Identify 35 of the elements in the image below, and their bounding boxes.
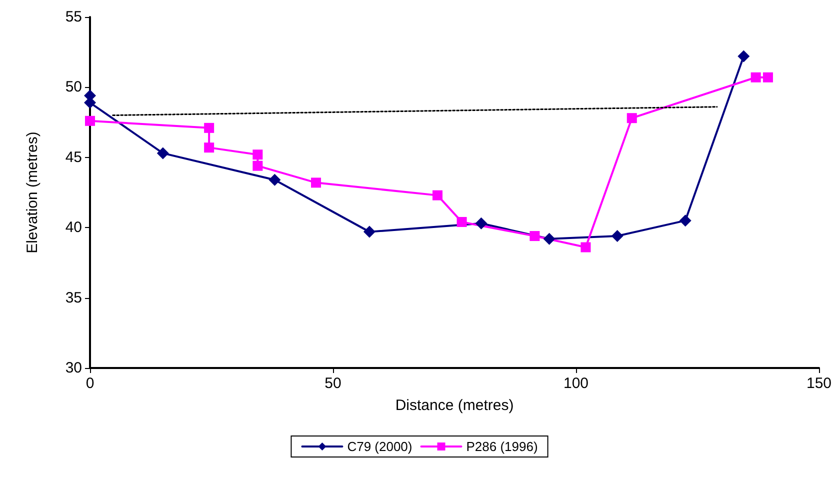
y-tick-label: 40	[65, 219, 82, 236]
point	[156, 147, 169, 160]
point	[85, 116, 95, 126]
point	[543, 232, 556, 245]
point	[204, 122, 214, 133]
point	[738, 50, 750, 62]
y-tick-label: 30	[65, 360, 82, 376]
point	[679, 214, 692, 227]
legend-label: C79 (2000)	[347, 439, 412, 454]
x-tick-label: 100	[563, 375, 589, 392]
point	[762, 72, 773, 82]
point	[363, 226, 376, 238]
point	[204, 142, 214, 153]
x-axis-title: Distance (metres)	[395, 397, 514, 414]
y-tick-label: 55	[65, 8, 82, 26]
y-axis-title: Elevation (metres)	[24, 132, 41, 254]
point	[530, 231, 540, 242]
point	[310, 178, 321, 188]
x-tick-label: 150	[806, 375, 832, 392]
point	[456, 216, 467, 227]
y-tick-label: 35	[65, 289, 82, 306]
point	[475, 217, 488, 230]
point	[580, 242, 591, 252]
point	[252, 160, 263, 171]
x-tick-label: 0	[86, 375, 94, 392]
y-tick-label: 45	[65, 148, 82, 166]
point	[432, 190, 442, 200]
y-tick-label: 50	[65, 78, 82, 96]
point	[268, 174, 281, 186]
x-tick-label: 50	[324, 375, 342, 392]
point	[611, 230, 624, 242]
point	[626, 113, 637, 124]
point	[750, 72, 761, 82]
point	[252, 150, 263, 160]
legend-label: P286 (1996)	[466, 439, 538, 454]
